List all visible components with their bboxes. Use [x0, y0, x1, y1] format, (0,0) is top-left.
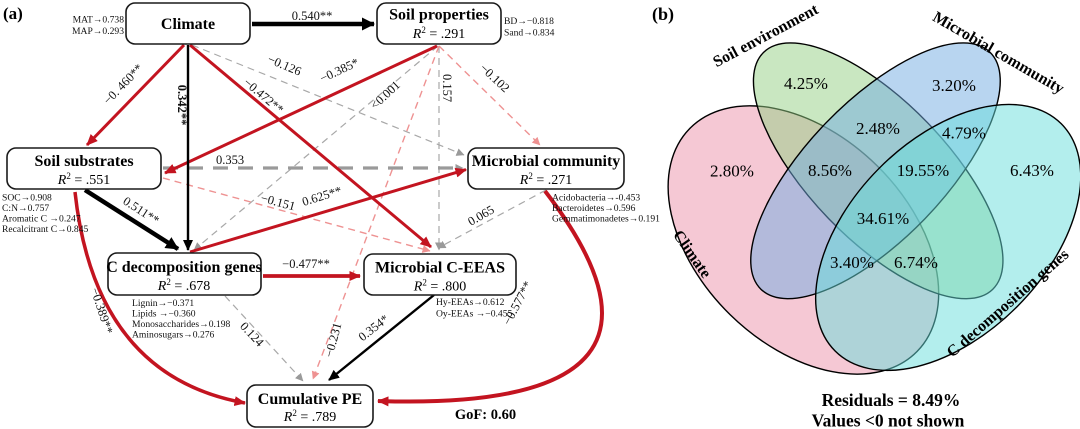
- svg-text:R2 = .678: R2 = .678: [157, 277, 210, 294]
- svg-text:0.124: 0.124: [237, 319, 267, 350]
- svg-text:2.80%: 2.80%: [710, 162, 754, 181]
- svg-text:R2 = .291: R2 = .291: [412, 25, 465, 42]
- svg-text:4.79%: 4.79%: [942, 124, 986, 143]
- svg-text:Gemmatimonadetes→0.191: Gemmatimonadetes→0.191: [552, 214, 660, 225]
- svg-text:R2 = .789: R2 = .789: [283, 408, 336, 425]
- svg-text:Aromatic C →0.247: Aromatic C →0.247: [2, 214, 81, 225]
- svg-text:2.48%: 2.48%: [856, 119, 900, 138]
- svg-text:MAP→0.293: MAP→0.293: [72, 26, 124, 37]
- svg-text:MAT→0.738: MAT→0.738: [73, 15, 125, 26]
- svg-text:4.25%: 4.25%: [784, 74, 828, 93]
- svg-text:Sand→0.834: Sand→0.834: [504, 28, 555, 39]
- svg-text:8.56%: 8.56%: [808, 161, 852, 180]
- svg-text:−0.102: −0.102: [477, 61, 512, 95]
- svg-text:Aminosugars→0.276: Aminosugars→0.276: [132, 330, 215, 341]
- svg-text:Bacteroidetes→0.596: Bacteroidetes→0.596: [552, 203, 636, 214]
- svg-text:Monosaccharides→0.198: Monosaccharides→0.198: [132, 319, 231, 330]
- svg-text:6.74%: 6.74%: [894, 253, 938, 272]
- svg-text:Values <0 not shown: Values <0 not shown: [812, 411, 965, 429]
- svg-text:−0.477**: −0.477**: [282, 257, 330, 271]
- svg-text:−0. 460**: −0. 460**: [100, 61, 145, 107]
- svg-text:Climate: Climate: [161, 16, 215, 33]
- svg-text:−0.151: −0.151: [259, 191, 297, 214]
- svg-text:−0.126: −0.126: [266, 52, 304, 79]
- svg-text:0.353: 0.353: [216, 153, 244, 167]
- svg-text:SOC→0.908: SOC→0.908: [2, 193, 52, 204]
- svg-text:−0.385*: −0.385*: [318, 55, 361, 85]
- svg-text:C decomposition genes: C decomposition genes: [106, 259, 262, 276]
- svg-text:0.511**: 0.511**: [121, 194, 162, 228]
- svg-text:3.40%: 3.40%: [830, 253, 874, 272]
- svg-text:(b): (b): [652, 4, 674, 25]
- svg-text:6.43%: 6.43%: [1010, 161, 1054, 180]
- svg-text:0.354*: 0.354*: [356, 312, 392, 344]
- svg-text:0.540**: 0.540**: [292, 9, 333, 23]
- svg-text:3.20%: 3.20%: [932, 76, 976, 95]
- svg-text:Cumulative PE: Cumulative PE: [258, 391, 362, 408]
- svg-text:Microbial community: Microbial community: [472, 153, 621, 170]
- svg-text:Recalcitrant C→0.845: Recalcitrant C→0.845: [2, 224, 89, 235]
- svg-text:(a): (a): [3, 4, 23, 23]
- svg-text:0.157: 0.157: [440, 74, 454, 102]
- svg-text:R2 = .271: R2 = .271: [519, 171, 572, 188]
- svg-text:Microbial C-EEAS: Microbial C-EEAS: [375, 260, 505, 277]
- svg-text:19.55%: 19.55%: [897, 161, 949, 180]
- svg-text:Hy-EEAs→0.612: Hy-EEAs→0.612: [436, 297, 505, 308]
- svg-text:Lipids →−0.360: Lipids →−0.360: [132, 309, 196, 320]
- svg-text:Soil properties: Soil properties: [389, 7, 489, 24]
- svg-text:−0.472**: −0.472**: [241, 75, 287, 116]
- svg-text:<0.001: <0.001: [368, 78, 403, 112]
- svg-text:R2 = .551: R2 = .551: [57, 171, 110, 188]
- svg-text:Oy-EEAs →−0.455: Oy-EEAs →−0.455: [436, 309, 512, 320]
- svg-text:C:N→0.757: C:N→0.757: [2, 203, 49, 214]
- svg-text:GoF: 0.60: GoF: 0.60: [455, 407, 516, 423]
- svg-text:Acidobacteria→-0.453: Acidobacteria→-0.453: [552, 193, 640, 204]
- svg-text:Lignin→−0.371: Lignin→−0.371: [132, 298, 194, 309]
- svg-text:−0.231: −0.231: [322, 321, 345, 359]
- svg-text:Residuals = 8.49%: Residuals = 8.49%: [822, 390, 961, 410]
- svg-text:34.61%: 34.61%: [857, 209, 909, 228]
- svg-text:Soil substrates: Soil substrates: [34, 153, 133, 170]
- svg-text:0.625**: 0.625**: [300, 184, 343, 209]
- svg-text:0.342**: 0.342**: [175, 85, 189, 126]
- svg-text:R2 = .800: R2 = .800: [413, 278, 466, 295]
- svg-text:BD→−0.818: BD→−0.818: [504, 16, 554, 27]
